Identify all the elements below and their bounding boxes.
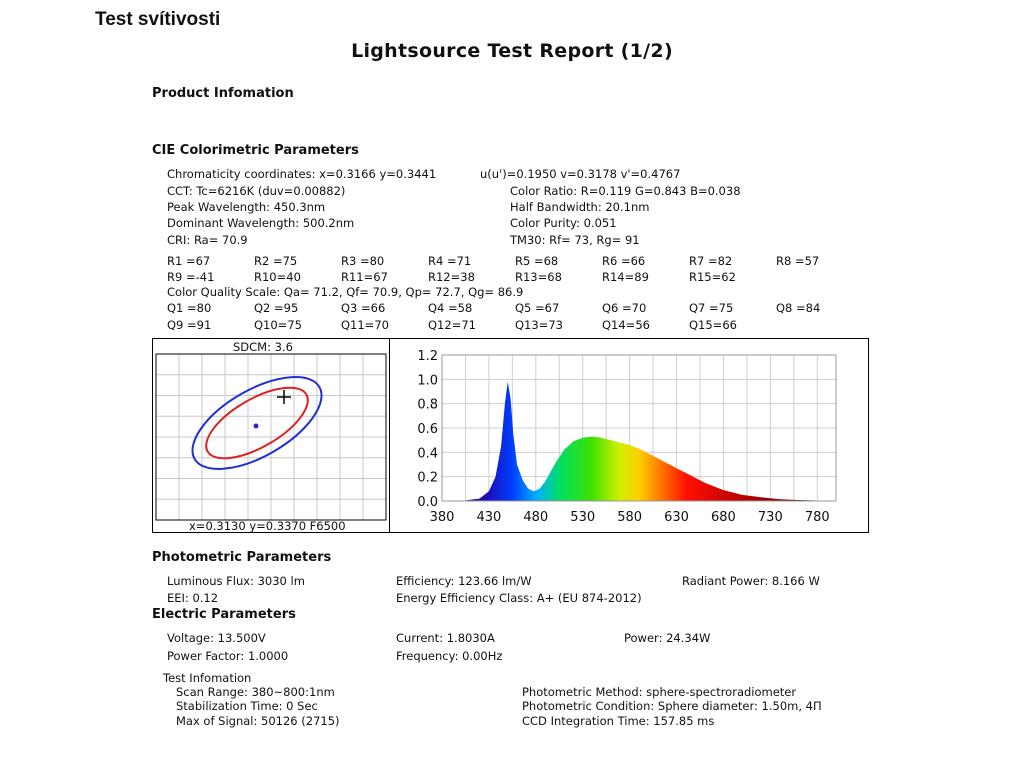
cqs-q-value: Q14=56 [602,318,650,332]
cqs-q-value: Q10=75 [254,318,302,332]
y-tick-label: 0.6 [417,422,438,437]
radiant-power: Radiant Power: 8.166 W [682,574,820,588]
spectrum-area [460,381,827,501]
y-tick-label: 1.0 [417,373,438,388]
x-tick-label: 780 [805,510,830,525]
sdcm-plot [155,353,387,521]
cri-value: CRI: Ra= 70.9 [167,233,248,247]
page-heading: Test svítivosti [95,9,221,30]
cqs-q-value: Q12=71 [428,318,476,332]
sdcm-panel: SDCM: 3.6 x=0.3130 y=0.3370 F6500 [152,338,390,533]
cri-r-value: R5 =68 [515,254,559,268]
y-tick-label: 0.2 [417,471,438,486]
x-tick-label: 480 [523,510,548,525]
cri-r-value: R13=68 [515,270,562,284]
cqs-q-value: Q15=66 [689,318,737,332]
half-bandwidth: Half Bandwidth: 20.1nm [510,200,650,214]
cri-r-value: R15=62 [689,270,736,284]
sdcm-footer: x=0.3130 y=0.3370 F6500 [189,519,346,533]
voltage: Voltage: 13.500V [167,631,266,645]
cqs-q-value: Q3 =66 [341,301,386,315]
energy-efficiency-class: Energy Efficiency Class: A+ (EU 874-2012… [396,591,642,605]
report-title: Lightsource Test Report (1/2) [351,40,673,62]
eei-value: EEI: 0.12 [167,591,219,605]
spectrum-panel: 380 430 480 530 580 630 680 730 780 0.0 0.2 0.4 0.6 0… [389,338,869,533]
section-photometric: Photometric Parameters [152,550,332,565]
color-quality-scale: Color Quality Scale: Qa= 71.2, Qf= 70.9,… [167,285,524,299]
cri-r-value: R9 =-41 [167,270,215,284]
stabilization-time: Stabilization Time: 0 Sec [176,699,318,713]
cct-value: CCT: Tc=6216K (duv=0.00882) [167,184,346,198]
max-signal: Max of Signal: 50126 (2715) [176,714,340,728]
section-product-info: Product Infomation [152,86,294,101]
spectrum-frame [441,354,837,502]
cqs-q-value: Q13=73 [515,318,563,332]
cri-r-value: R3 =80 [341,254,385,268]
section-cie-colorimetric: CIE Colorimetric Parameters [152,143,359,158]
dominant-wavelength: Dominant Wavelength: 500.2nm [167,216,355,230]
y-tick-label: 1.2 [417,349,438,364]
sdcm-plot-frame [155,353,387,521]
scan-range: Scan Range: 380~800:1nm [176,685,335,699]
y-tick-label: 0.4 [417,446,438,461]
sdcm-label: SDCM: 3.6 [233,340,293,354]
cqs-q-value: Q2 =95 [254,301,299,315]
cri-r-value: R7 =82 [689,254,733,268]
cqs-q-value: Q1 =80 [167,301,212,315]
y-tick-label: 0.8 [417,398,438,413]
section-test-info: Test Infomation [163,671,252,685]
x-tick-label: 730 [758,510,783,525]
cri-r-value: R1 =67 [167,254,211,268]
cri-r-value: R12=38 [428,270,475,284]
y-tick-label: 0.0 [417,495,438,510]
x-tick-label: 630 [664,510,689,525]
cri-r-value: R11=67 [341,270,388,284]
cri-r-value: R2 =75 [254,254,298,268]
color-purity: Color Purity: 0.051 [510,216,617,230]
luminous-flux: Luminous Flux: 3030 lm [167,574,305,588]
power: Power: 24.34W [624,631,711,645]
cri-r-value: R4 =71 [428,254,472,268]
x-tick-label: 580 [617,510,642,525]
chromaticity-coordinates: Chromaticity coordinates: x=0.3166 y=0.3… [167,167,437,181]
sdcm-inner-ellipse [205,386,309,460]
spectrum-chart: 380 430 480 530 580 630 680 730 780 0.0 0.2 0.4 0.6 0… [417,349,837,525]
cri-r-value: R14=89 [602,270,649,284]
chromaticity-point [253,423,259,429]
cri-r-value: R8 =57 [776,254,820,268]
cqs-q-value: Q7 =75 [689,301,734,315]
cri-r-value: R6 =66 [602,254,646,268]
frequency: Frequency: 0.00Hz [396,649,503,663]
sdcm-outer-ellipse [191,376,323,470]
x-tick-label: 530 [570,510,595,525]
photometric-method: Photometric Method: sphere-spectroradiom… [522,685,797,699]
color-ratio: Color Ratio: R=0.119 G=0.843 B=0.038 [510,184,741,198]
peak-wavelength: Peak Wavelength: 450.3nm [167,200,326,214]
uv-coordinates: u(u')=0.1950 v=0.3178 v'=0.4767 [480,167,681,181]
cqs-q-value: Q5 =67 [515,301,560,315]
cqs-q-value: Q9 =91 [167,318,212,332]
cri-r-value: R10=40 [254,270,301,284]
ccd-integration-time: CCD Integration Time: 157.85 ms [522,714,715,728]
cqs-q-value: Q8 =84 [776,301,821,315]
x-tick-label: 430 [476,510,501,525]
section-electric: Electric Parameters [152,607,296,622]
cqs-q-value: Q11=70 [341,318,389,332]
cqs-q-value: Q4 =58 [428,301,473,315]
power-factor: Power Factor: 1.0000 [167,649,289,663]
x-tick-label: 380 [430,510,455,525]
current: Current: 1.8030A [396,631,495,645]
photometric-condition: Photometric Condition: Sphere diameter: … [522,699,822,713]
cqs-q-value: Q6 =70 [602,301,647,315]
target-cross-icon [277,390,291,404]
efficiency: Efficiency: 123.66 lm/W [396,574,532,588]
x-tick-label: 680 [711,510,736,525]
tm30-value: TM30: Rf= 73, Rg= 91 [510,233,640,247]
